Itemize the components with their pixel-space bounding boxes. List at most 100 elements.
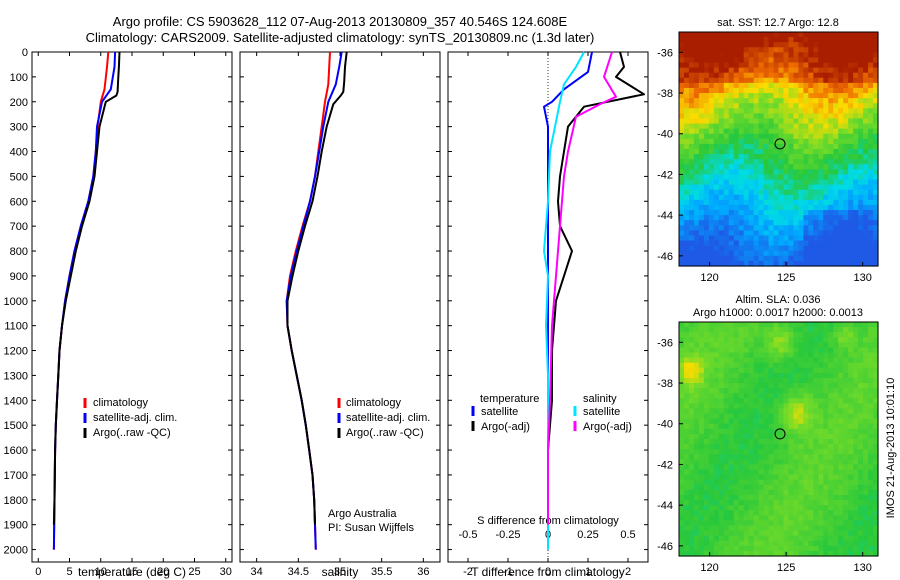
map-cell xyxy=(793,474,799,481)
map-cell xyxy=(783,154,790,160)
legend-title-salinity: salinity xyxy=(583,393,617,405)
map-cell xyxy=(788,169,795,176)
map-cell xyxy=(688,352,695,359)
map-cell xyxy=(828,520,834,527)
map-cell xyxy=(803,210,809,216)
map-cell xyxy=(683,393,690,399)
map-cell xyxy=(818,439,824,445)
map-cell xyxy=(718,332,725,338)
map-cell xyxy=(823,128,829,135)
map-cell xyxy=(768,204,775,211)
map-cell xyxy=(828,383,834,389)
map-cell xyxy=(723,530,730,537)
map-cell xyxy=(679,347,685,354)
map-cell xyxy=(793,250,799,257)
map-cell xyxy=(778,210,785,216)
map-cell xyxy=(853,143,859,150)
map-cell xyxy=(723,383,730,389)
map-cell xyxy=(693,337,700,343)
annotation-argo-australia: Argo Australia xyxy=(328,508,397,520)
map-cell xyxy=(848,82,854,89)
map-cell xyxy=(763,510,770,516)
map-cell xyxy=(843,179,849,186)
map-cell xyxy=(813,459,819,466)
map-cell xyxy=(778,72,785,79)
map-cell xyxy=(783,82,790,89)
map-cell xyxy=(843,393,849,399)
map-cell xyxy=(753,235,760,242)
map-cell xyxy=(813,428,819,435)
map-cell xyxy=(703,540,710,547)
map-cell xyxy=(728,520,735,527)
map-cell xyxy=(823,418,829,425)
map-cell xyxy=(773,439,780,445)
map-cell xyxy=(788,505,795,511)
map-cell xyxy=(793,377,799,384)
map-cell xyxy=(838,174,844,181)
map-cell xyxy=(863,393,869,399)
map-cell xyxy=(753,159,760,165)
map-cell xyxy=(708,52,715,59)
map-cell xyxy=(693,204,700,211)
map-cell xyxy=(833,47,839,53)
map-cell xyxy=(688,32,695,38)
map-cell xyxy=(828,418,834,425)
map-cell xyxy=(793,169,799,176)
map-cell xyxy=(733,57,740,64)
map-cell xyxy=(793,189,799,196)
map-cell xyxy=(858,449,864,455)
map-cell xyxy=(688,444,695,450)
map-cell xyxy=(743,454,750,460)
map-cell xyxy=(683,220,690,226)
map-cell xyxy=(713,433,720,440)
map-cell xyxy=(683,103,690,109)
map-cell xyxy=(733,235,740,242)
map-cell xyxy=(723,413,730,420)
map-cell xyxy=(743,408,750,415)
map-cell xyxy=(688,367,695,374)
map-cell xyxy=(748,215,755,221)
map-cell xyxy=(703,388,710,394)
map-cell xyxy=(868,494,874,501)
map-cell xyxy=(823,143,829,150)
map-cell xyxy=(873,57,879,64)
map-cell xyxy=(698,362,705,369)
map-cell xyxy=(703,510,710,516)
map-cell xyxy=(788,210,795,216)
map-cell xyxy=(848,108,854,114)
map-cell xyxy=(763,220,770,226)
map-cell xyxy=(738,433,745,440)
map-cell xyxy=(723,352,730,359)
map-cell xyxy=(848,469,854,476)
map-cell xyxy=(818,47,824,53)
map-cell xyxy=(728,362,735,369)
map-cell xyxy=(708,332,715,338)
map-cell xyxy=(798,245,804,252)
map-cell xyxy=(873,372,879,379)
map-cell xyxy=(798,103,804,109)
map-cell xyxy=(803,235,809,242)
map-cell xyxy=(813,474,819,481)
map-cell xyxy=(723,133,730,140)
map-cell xyxy=(758,337,765,343)
map-cell xyxy=(683,444,690,450)
map-cell xyxy=(853,520,859,527)
map-cell xyxy=(798,164,804,170)
map-cell xyxy=(733,494,740,501)
map-cell xyxy=(698,225,705,231)
map-cell xyxy=(833,444,839,450)
map-cell xyxy=(703,143,710,150)
map-cell xyxy=(843,469,849,476)
map-cell xyxy=(693,77,700,84)
map-cell xyxy=(868,82,874,89)
map-cell xyxy=(753,37,760,43)
map-cell xyxy=(743,260,750,267)
map-cell xyxy=(679,108,685,114)
map-cell xyxy=(858,113,864,120)
map-cell xyxy=(788,515,795,521)
map-cell xyxy=(683,347,690,354)
map-cell xyxy=(713,408,720,415)
map-cell xyxy=(778,220,785,226)
map-cell xyxy=(743,398,750,404)
map-cell xyxy=(828,143,834,150)
